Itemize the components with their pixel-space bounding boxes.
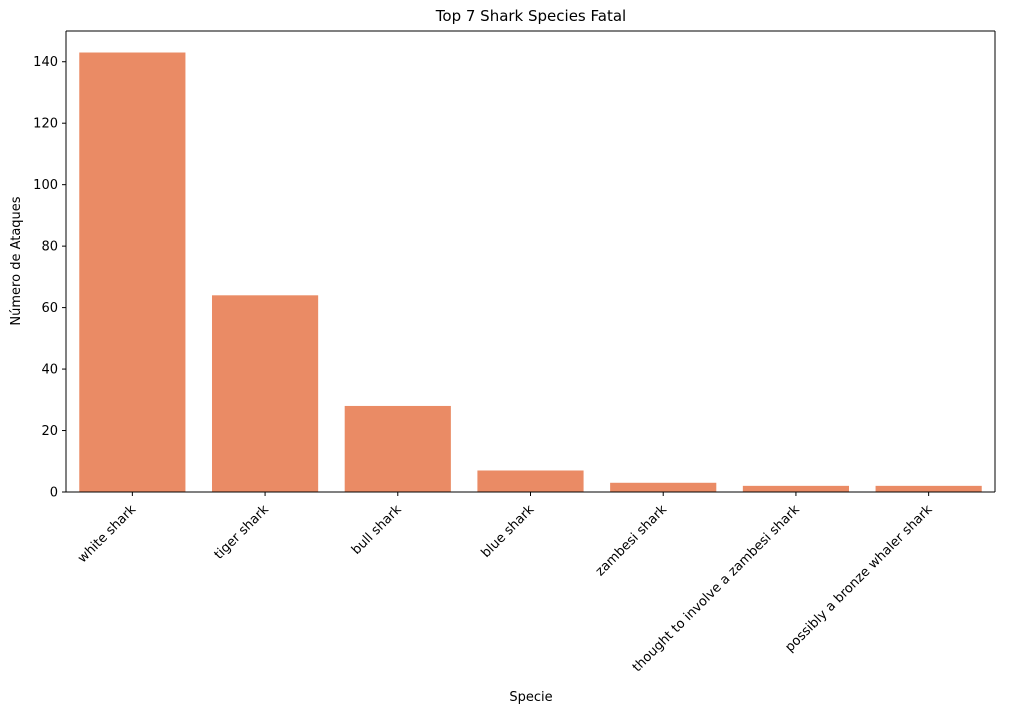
x-tick-label: tiger shark <box>212 502 273 563</box>
y-axis-label: Número de Ataques <box>9 196 24 325</box>
x-tick-label: thought to involve a zambesi shark <box>630 502 803 675</box>
x-tick-label: bull shark <box>349 502 405 558</box>
y-tick-label: 60 <box>41 301 58 316</box>
x-tick-label: blue shark <box>479 502 538 561</box>
bar-bull-shark <box>344 405 451 492</box>
x-tick-label: white shark <box>75 502 139 566</box>
y-tick-label: 100 <box>33 178 58 193</box>
y-tick-label: 120 <box>33 117 58 132</box>
y-tick-label: 20 <box>41 424 58 439</box>
bar-thought-to-involve-a-zambesi-shark <box>742 485 850 492</box>
bar-possibly-a-bronze-whaler-shark <box>875 485 982 492</box>
x-tick-label: zambesi shark <box>593 502 670 579</box>
bar-blue-shark <box>477 470 584 492</box>
y-tick-label: 140 <box>33 55 58 70</box>
y-tick-label: 40 <box>41 363 58 378</box>
bar-white-shark <box>79 52 186 492</box>
x-tick-label: possibly a bronze whaler shark <box>782 502 935 655</box>
bar-zambesi-shark <box>610 482 717 492</box>
x-axis-label: Specie <box>509 690 552 705</box>
bar-tiger-shark <box>211 295 319 492</box>
plot-area: 0 20 40 60 80 100 120 140 white shark tiger shark… <box>33 30 996 675</box>
y-tick-label: 80 <box>41 240 58 255</box>
y-tick-label: 0 <box>50 486 58 501</box>
chart-title: Top 7 Shark Species Fatal <box>435 7 626 25</box>
